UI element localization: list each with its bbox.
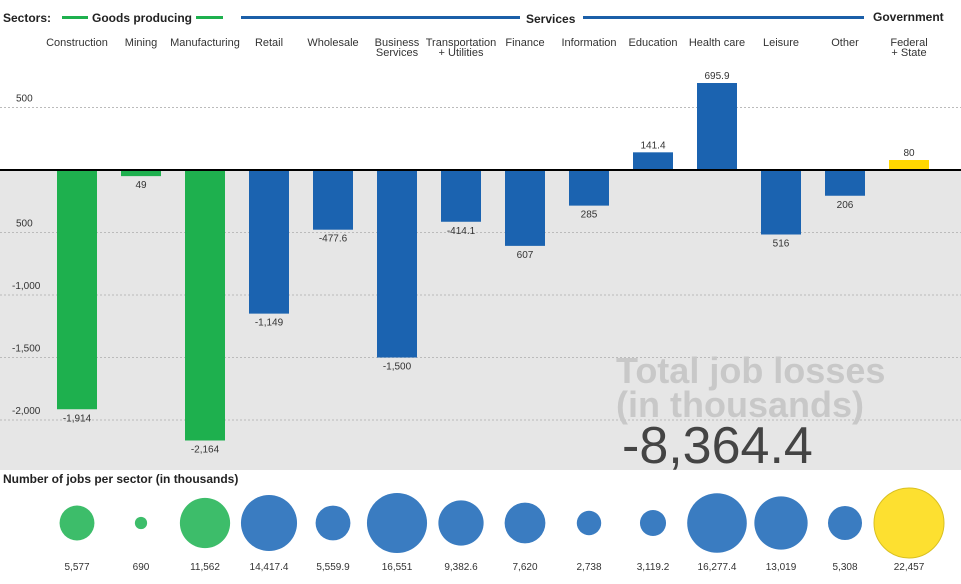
bubble-data-label: 7,620 [512,562,537,573]
gridlines: 500 500 -1,000 -1,500 -2,000 [0,94,961,421]
total-job-losses-title: Total job losses (in thousands) [616,350,886,425]
category-label: Retail [254,37,284,49]
category-label: Other [831,37,859,49]
services-line-left [241,16,520,19]
category-label: Information [561,37,617,49]
bubble-data-label: 5,308 [832,562,857,573]
bubble-data-label: 690 [133,562,150,573]
bar-data-label: 695.9 [704,71,729,82]
bars: -1,914 49 -2,164 -1,149 -477.6 -1,500 -414.1 60… [57,71,929,456]
bar[interactable] [889,160,929,170]
goods-producing-line-right [196,16,223,19]
bar-data-label: -2,164 [191,445,220,456]
bubble[interactable] [438,500,484,546]
category-label: Health care [688,37,746,49]
category-label: Education [628,37,678,49]
bar-data-label: 206 [837,200,854,211]
category-label: Construction [46,37,108,49]
bar[interactable] [249,170,289,314]
category-label: Finance [505,37,545,49]
bar-data-label: 516 [773,239,790,250]
bar[interactable] [441,170,481,222]
bubble-chart: 5,577 690 11,562 14,417.4 5,559.9 16,551 9,382… [59,487,945,573]
bubble[interactable] [873,487,945,559]
category-label: Mining [124,37,158,49]
bubble[interactable] [134,516,148,530]
bar-data-label: -477.6 [319,234,348,245]
category-label: Leisure [762,37,800,49]
bubble[interactable] [576,510,602,536]
bar-data-label: -1,500 [383,362,412,373]
group-label-goods-producing: Goods producing [92,11,192,25]
bubble[interactable] [366,492,428,554]
bar[interactable] [697,83,737,170]
bubble[interactable] [240,494,298,552]
bubble-chart-title: Number of jobs per sector (in thousands) [3,472,239,486]
bubble-data-label: 16,277.4 [698,562,737,573]
bar-data-label: 141.4 [640,140,665,151]
services-line-right [583,16,864,19]
y-tick-label: 500 [16,94,33,105]
bubble-data-label: 14,417.4 [250,562,289,573]
bubble-data-label: 3,119.2 [637,562,670,573]
goods-producing-line-left [62,16,88,19]
bar-data-label: 607 [517,250,534,261]
category-label: Transportation + Utilities [425,37,497,59]
y-tick-label: -1,000 [12,281,41,292]
bar-data-label: 49 [135,180,147,191]
bar-data-label: -1,914 [63,413,92,424]
bar[interactable] [121,170,161,177]
bar-data-label: 285 [581,210,598,221]
bar[interactable] [761,170,801,235]
group-label-services: Services [526,12,576,26]
bubble[interactable] [827,505,863,541]
category-label: Manufacturing [170,37,240,49]
bubble-data-label: 2,738 [576,562,601,573]
y-tick-label: -1,500 [12,344,41,355]
category-label: Wholesale [307,37,359,49]
bar[interactable] [57,170,97,410]
bubble[interactable] [315,505,351,541]
category-label: Business Services [374,37,420,59]
bar[interactable] [313,170,353,230]
bar-data-label: 80 [903,148,915,159]
bubble[interactable] [687,493,747,553]
bubble[interactable] [504,502,546,544]
bubble-data-label: 13,019 [766,562,797,573]
bubble[interactable] [639,509,667,537]
bubble-data-label: 5,577 [64,562,89,573]
bubble[interactable] [59,505,95,541]
y-tick-label: -2,000 [12,406,41,417]
bar-data-label: -414.1 [447,226,476,237]
total-title-line2: (in thousands) [616,384,864,425]
group-label-government: Government [873,10,944,24]
bubble[interactable] [754,496,808,550]
sectors-label: Sectors: [3,11,52,25]
total-title-line1: Total job losses [616,350,886,391]
bubble-data-label: 22,457 [894,562,925,573]
bar[interactable] [505,170,545,246]
bubble-data-label: 16,551 [382,562,413,573]
bar[interactable] [633,152,673,170]
bubble-data-label: 9,382.6 [444,562,478,573]
bar[interactable] [377,170,417,358]
total-job-losses-value: -8,364.4 [622,417,813,475]
bubble-data-label: 11,562 [190,562,220,573]
bar[interactable] [825,170,865,196]
bubble[interactable] [179,497,231,549]
y-tick-label: 500 [16,219,33,230]
category-label: Federal + State [890,37,928,59]
bar[interactable] [185,170,225,441]
bubble-data-label: 5,559.9 [316,562,350,573]
bar[interactable] [569,170,609,206]
bar-data-label: -1,149 [255,318,284,329]
